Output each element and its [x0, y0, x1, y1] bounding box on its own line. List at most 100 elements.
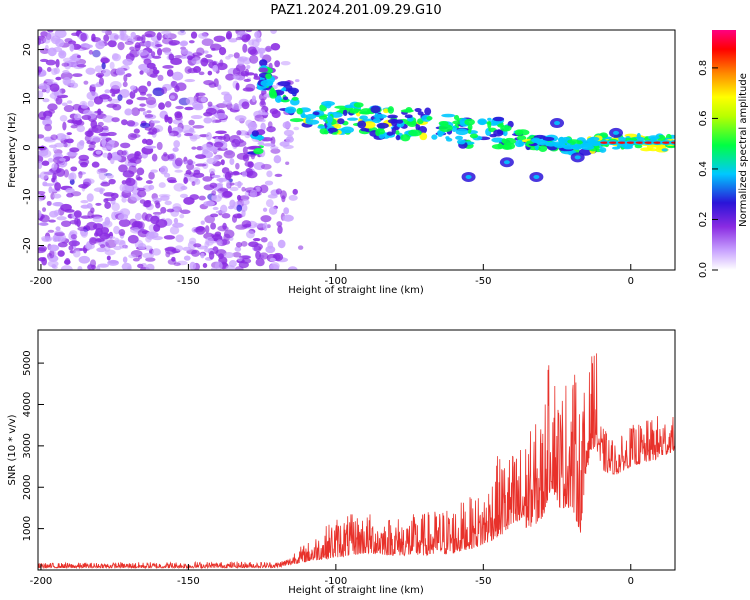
spectrogram-cell	[261, 112, 270, 116]
x-tick-label: -200	[30, 276, 53, 287]
spectrogram-cell	[103, 198, 109, 203]
spectrogram-cell	[210, 233, 221, 238]
spectrogram-cell	[383, 108, 389, 114]
spectrogram-cell	[184, 78, 196, 83]
spectrogram-cell	[144, 33, 153, 38]
spectrogram-cell	[419, 132, 428, 141]
spectrogram-cell	[648, 135, 660, 140]
spectrogram-cell	[50, 192, 55, 200]
spectrogram-cell	[81, 185, 88, 190]
spectrogram-cell	[169, 95, 176, 100]
spectrogram-cell	[212, 206, 219, 211]
spectrogram-cell	[386, 131, 394, 136]
spectrogram-cell	[269, 257, 276, 262]
spectrogram-cell	[48, 210, 59, 218]
spectrogram-cell	[66, 132, 72, 136]
spectrogram-cell	[222, 100, 232, 105]
spectrogram-cell	[327, 127, 338, 133]
spectrogram-cell	[172, 203, 182, 211]
spectrogram-cell	[198, 71, 205, 76]
snr-series-line	[38, 353, 675, 570]
spectrogram-cell	[273, 155, 282, 164]
spectrogram-cell	[111, 53, 121, 62]
spectrogram-cell	[236, 213, 242, 219]
snr-x-label: Height of straight line (km)	[288, 585, 424, 596]
spectrogram-cell	[344, 104, 354, 109]
spectrogram-cell	[182, 246, 192, 252]
spectrogram-cell	[46, 31, 55, 39]
spectrogram-cell	[360, 108, 373, 115]
spectrogram-cell	[287, 266, 298, 270]
spectrogram-cell	[52, 234, 59, 242]
spectrogram-cell	[173, 140, 181, 148]
spectrogram-cell	[258, 67, 269, 73]
spectrogram-cell	[244, 161, 253, 167]
spectrogram-cell	[166, 69, 174, 77]
spectrogram-cell	[168, 132, 174, 137]
spectrogram-cell	[173, 217, 179, 224]
spectrogram-cell	[253, 222, 266, 228]
spectrogram-cell	[235, 224, 248, 230]
spectrogram-cell	[203, 117, 213, 124]
spectrogram-cell	[66, 151, 78, 157]
spectrogram-cell	[137, 85, 148, 94]
spectrogram-cell	[80, 32, 87, 42]
spectrogram-cell	[151, 248, 161, 256]
colorbar-label: Normalized spectral amplitude	[738, 73, 749, 227]
spectrogram-cell	[65, 187, 75, 194]
spectrogram-cell	[69, 55, 77, 61]
spectrogram-cell	[201, 59, 214, 63]
spectrogram-cell	[589, 136, 600, 142]
spectrogram-cell	[337, 118, 345, 125]
spectrogram-cell	[54, 232, 65, 237]
spectrogram-cell	[121, 150, 127, 156]
spectrogram-cell	[180, 185, 188, 190]
spectrogram-cell	[48, 186, 53, 194]
spectrogram-cell	[301, 114, 308, 119]
spectrogram-cell	[287, 134, 293, 140]
spectrogram-cell	[139, 91, 147, 96]
spectrogram-cell	[95, 41, 105, 50]
spectrogram-cell	[163, 235, 176, 240]
spectrogram-cell	[353, 102, 364, 108]
spectrogram-cell	[90, 207, 95, 214]
spectrogram-cell	[78, 170, 83, 179]
spectrogram-cell	[234, 246, 242, 252]
spectrogram-cell	[180, 48, 189, 55]
spectrogram-cell	[38, 247, 47, 254]
spectrogram-cell	[126, 99, 134, 105]
x-tick-label: -50	[475, 276, 491, 287]
spectrogram-cell	[438, 124, 453, 133]
spectrogram-cell	[241, 34, 250, 43]
spectrogram-cell	[514, 129, 524, 136]
spectrogram-cell	[152, 55, 162, 59]
spectrogram-cell	[54, 201, 63, 207]
spectrogram-cell	[249, 54, 259, 64]
spectrogram-cell	[225, 265, 236, 270]
spectrogram-cell	[92, 216, 104, 223]
spectrogram-cell	[260, 215, 272, 223]
spectrogram-cell	[89, 135, 101, 143]
spectrogram-y-label: Frequency (Hz)	[7, 112, 18, 188]
spectrogram-cell	[106, 103, 118, 108]
spectrogram-cell	[157, 47, 163, 56]
spectrogram-cell	[456, 139, 466, 145]
spectrogram-cell	[62, 70, 70, 74]
spectrogram-cell	[78, 255, 91, 264]
spectrogram-cell	[431, 134, 438, 140]
spectrogram-cell	[267, 194, 278, 199]
spectrogram-cell	[259, 118, 266, 123]
spectrogram-cell	[227, 170, 233, 178]
spectrogram-cell	[294, 79, 300, 83]
spectrogram-cell	[223, 93, 233, 103]
spectrogram-cell	[157, 74, 164, 82]
spectrogram-cell	[39, 58, 49, 63]
spectrogram-cell	[143, 68, 150, 73]
spectrogram-cell	[191, 146, 197, 150]
spectrogram-cell	[260, 236, 268, 243]
spectrogram-cell	[451, 125, 457, 132]
spectrogram-cell	[134, 212, 143, 221]
spectrogram-cell	[46, 66, 52, 73]
spectrogram-cell	[259, 100, 267, 108]
spectrogram-cell	[98, 171, 107, 180]
